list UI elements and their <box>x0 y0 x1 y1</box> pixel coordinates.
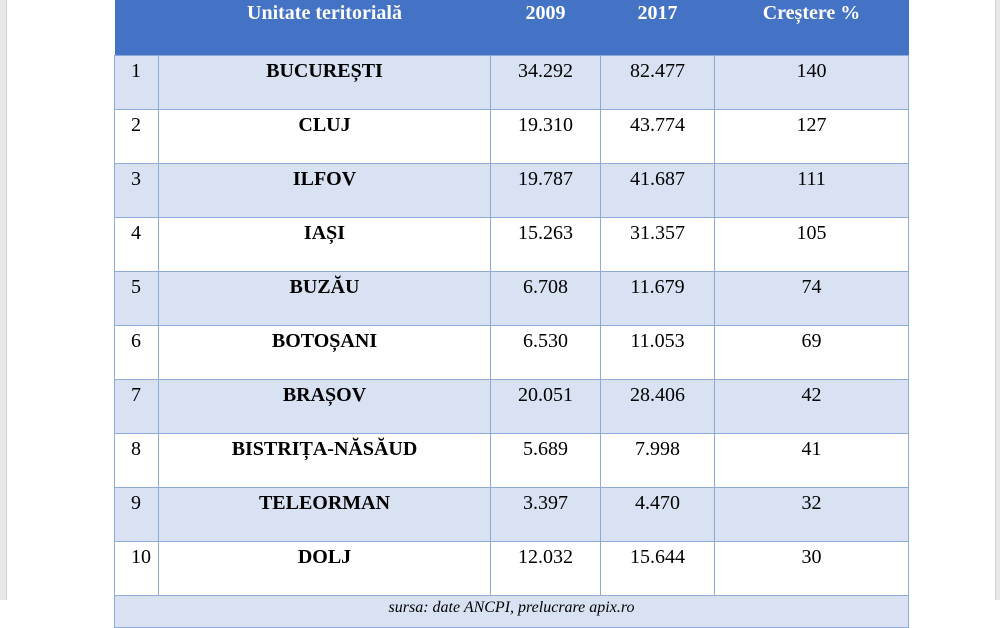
cell-2009: 6.530 <box>490 325 601 380</box>
cell-growth: 140 <box>714 55 909 110</box>
table-row: 8 BISTRIȚA-NĂSĂUD 5.689 7.998 41 <box>114 433 909 488</box>
cell-unit: BUZĂU <box>158 271 491 326</box>
cell-2009: 20.051 <box>490 379 601 434</box>
cell-growth: 32 <box>714 487 909 542</box>
cell-unit: CLUJ <box>158 109 491 164</box>
cell-2009: 12.032 <box>490 541 601 596</box>
cell-unit: BUCUREȘTI <box>158 55 491 110</box>
cell-growth: 69 <box>714 325 909 380</box>
cell-unit: ILFOV <box>158 163 491 218</box>
header-growth: Creștere % <box>714 0 909 56</box>
source-row: sursa: date ANCPI, prelucrare apix.ro <box>114 595 909 628</box>
cell-growth: 105 <box>714 217 909 272</box>
cell-rank: 7 <box>114 379 159 434</box>
cell-2017: 82.477 <box>600 55 715 110</box>
table-row: 5 BUZĂU 6.708 11.679 74 <box>114 271 909 326</box>
cell-2009: 5.689 <box>490 433 601 488</box>
cell-rank: 8 <box>114 433 159 488</box>
table-row: 1 BUCUREȘTI 34.292 82.477 140 <box>114 55 909 110</box>
cell-rank: 9 <box>114 487 159 542</box>
cell-2017: 28.406 <box>600 379 715 434</box>
cell-unit: TELEORMAN <box>158 487 491 542</box>
cell-unit: BRAȘOV <box>158 379 491 434</box>
cell-growth: 30 <box>714 541 909 596</box>
page-edge-left <box>0 0 7 600</box>
page-edge-right <box>995 0 1000 600</box>
growth-table: Unitate teritorială 2009 2017 Creștere %… <box>114 0 909 628</box>
header-unit: Unitate teritorială <box>158 0 491 56</box>
cell-2009: 6.708 <box>490 271 601 326</box>
cell-2017: 7.998 <box>600 433 715 488</box>
header-2017: 2017 <box>600 0 715 56</box>
cell-unit: BISTRIȚA-NĂSĂUD <box>158 433 491 488</box>
table-row: 2 CLUJ 19.310 43.774 127 <box>114 109 909 164</box>
cell-rank: 2 <box>114 109 159 164</box>
cell-rank: 3 <box>114 163 159 218</box>
cell-unit: DOLJ <box>158 541 491 596</box>
cell-unit: BOTOȘANI <box>158 325 491 380</box>
cell-2017: 11.679 <box>600 271 715 326</box>
cell-rank: 4 <box>114 217 159 272</box>
cell-2009: 34.292 <box>490 55 601 110</box>
cell-growth: 74 <box>714 271 909 326</box>
cell-growth: 41 <box>714 433 909 488</box>
cell-2017: 15.644 <box>600 541 715 596</box>
cell-growth: 111 <box>714 163 909 218</box>
cell-rank: 6 <box>114 325 159 380</box>
cell-rank: 10 <box>114 541 159 596</box>
cell-2009: 15.263 <box>490 217 601 272</box>
cell-rank: 5 <box>114 271 159 326</box>
cell-2017: 11.053 <box>600 325 715 380</box>
cell-2017: 41.687 <box>600 163 715 218</box>
cell-2017: 43.774 <box>600 109 715 164</box>
table-header-row: Unitate teritorială 2009 2017 Creștere % <box>114 0 909 56</box>
cell-growth: 127 <box>714 109 909 164</box>
header-rank <box>114 0 159 56</box>
table-row: 3 ILFOV 19.787 41.687 111 <box>114 163 909 218</box>
table-row: 9 TELEORMAN 3.397 4.470 32 <box>114 487 909 542</box>
header-2009: 2009 <box>490 0 601 56</box>
cell-growth: 42 <box>714 379 909 434</box>
cell-2009: 3.397 <box>490 487 601 542</box>
cell-2009: 19.310 <box>490 109 601 164</box>
cell-rank: 1 <box>114 55 159 110</box>
table-row: 6 BOTOȘANI 6.530 11.053 69 <box>114 325 909 380</box>
table-row: 7 BRAȘOV 20.051 28.406 42 <box>114 379 909 434</box>
source-note: sursa: date ANCPI, prelucrare apix.ro <box>114 595 909 628</box>
table-row: 4 IAȘI 15.263 31.357 105 <box>114 217 909 272</box>
cell-2017: 4.470 <box>600 487 715 542</box>
cell-2009: 19.787 <box>490 163 601 218</box>
table-row: 10 DOLJ 12.032 15.644 30 <box>114 541 909 596</box>
cell-unit: IAȘI <box>158 217 491 272</box>
cell-2017: 31.357 <box>600 217 715 272</box>
